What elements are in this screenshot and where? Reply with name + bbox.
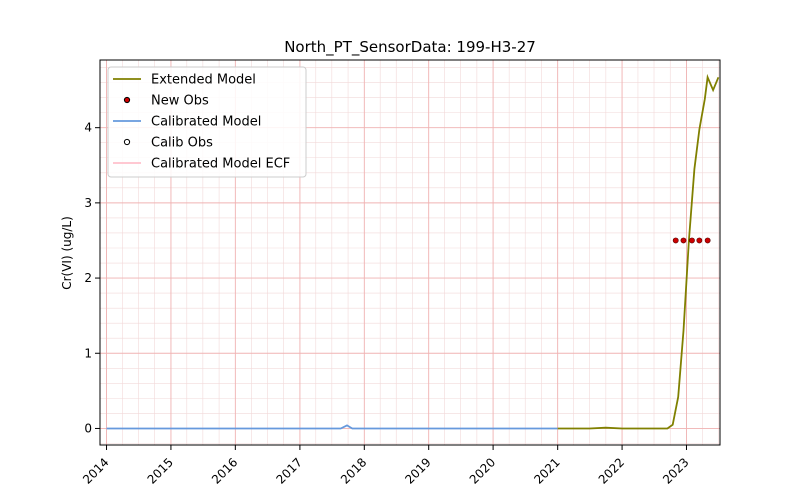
x-tick-label: 2018: [338, 455, 369, 486]
y-tick-label: 3: [84, 196, 92, 210]
x-tick-label: 2023: [660, 455, 691, 486]
series-line-extended-model: [557, 73, 720, 430]
legend: Extended Model New Obs Calibrated Model Cal…: [107, 66, 307, 178]
plot-frame: [99, 59, 721, 446]
y-tick-label: 0: [84, 421, 92, 435]
x-tick-label: 2019: [402, 455, 433, 486]
y-tick-label: 4: [84, 121, 92, 135]
x-tick-label: 2021: [531, 455, 562, 486]
x-tick-label: 2020: [467, 455, 498, 486]
chart-title: North_PT_SensorData: 199-H3-27: [284, 38, 536, 57]
legend-label: New Obs: [151, 94, 209, 109]
x-tick-label: 2016: [209, 455, 240, 486]
point-new-obs: [689, 237, 695, 244]
legend-label: Calibrated Model: [151, 115, 261, 130]
legend-label: Extended Model: [151, 73, 256, 88]
legend-swatch-marker: [123, 96, 131, 104]
x-tick-label: 2014: [80, 455, 111, 486]
x-tick-label: 2022: [596, 455, 627, 486]
series-line-calibrated-model: [106, 424, 558, 430]
x-tick-label: 2017: [274, 455, 305, 486]
y-tick-label: 2: [84, 271, 92, 285]
legend-swatch-marker: [123, 138, 131, 146]
legend-label: Calibrated Model ECF: [151, 157, 290, 172]
point-new-obs: [696, 237, 703, 244]
x-tick-label: 2015: [145, 455, 176, 486]
series-layer: [106, 73, 720, 430]
point-new-obs: [680, 237, 687, 244]
y-tick-label: 1: [84, 346, 92, 360]
point-new-obs: [704, 237, 711, 244]
point-new-obs: [672, 237, 679, 244]
legend-label: Calib Obs: [151, 136, 213, 151]
y-axis-label: Cr(VI) (ug/L): [60, 216, 74, 290]
legend-box: [107, 66, 307, 178]
